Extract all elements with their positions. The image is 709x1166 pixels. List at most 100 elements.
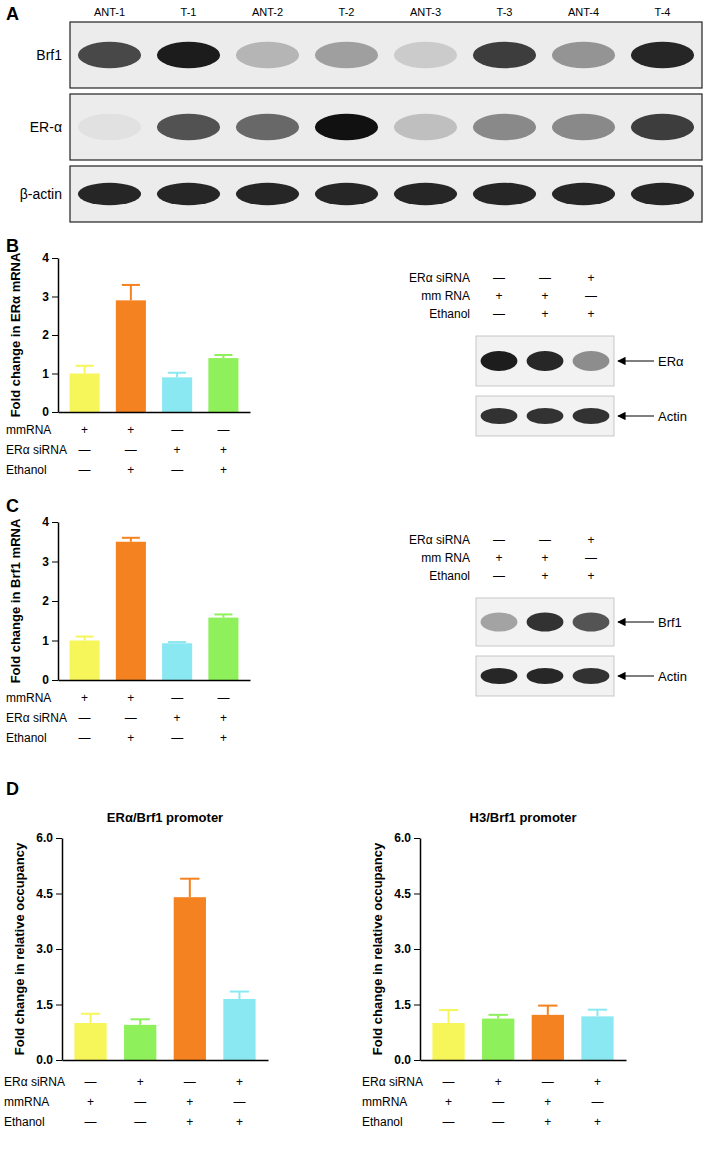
error-line — [84, 366, 86, 374]
blot-band — [473, 183, 536, 205]
blot-band — [394, 114, 457, 140]
condition-mark: + — [220, 443, 227, 457]
blot-band — [78, 114, 141, 140]
condition-label: ERα siRNA — [409, 533, 470, 547]
blot-band — [527, 351, 564, 371]
condition-mark: — — [85, 1075, 97, 1089]
y-tick-label: 1 — [42, 634, 49, 648]
bar — [174, 897, 206, 1060]
error-cap — [180, 878, 199, 880]
bar — [70, 641, 100, 681]
error-cap — [76, 365, 94, 367]
blot-band — [473, 114, 536, 140]
bar — [581, 1016, 613, 1060]
blot-band — [236, 183, 299, 205]
condition-label: mmRNA — [4, 1095, 49, 1109]
error-cap — [122, 284, 140, 286]
condition-mark: + — [127, 731, 134, 745]
error-bar — [180, 879, 199, 898]
condition-label: ERα siRNA — [409, 271, 470, 285]
condition-mark: + — [127, 423, 134, 437]
y-tick: 3.0 — [36, 942, 62, 956]
error-line — [448, 1010, 450, 1023]
y-tick-label: 0.0 — [394, 1053, 411, 1067]
arrow — [618, 675, 654, 676]
condition-mark: + — [587, 307, 594, 321]
condition-mark: + — [544, 1115, 551, 1129]
y-tick: 2 — [42, 328, 58, 342]
blot-band — [527, 408, 564, 424]
y-tick: 0 — [42, 405, 58, 419]
condition-mark: — — [125, 443, 137, 457]
error-cap — [214, 354, 232, 356]
plot-area — [74, 879, 255, 1060]
panel-label: D — [6, 779, 19, 799]
y-tick-label: 3 — [42, 555, 49, 569]
y-tick-mark — [52, 641, 58, 642]
condition-mark: — — [443, 1075, 455, 1089]
plot-area — [432, 1006, 613, 1060]
blot-band — [481, 408, 518, 424]
blot-frame — [70, 166, 702, 222]
condition-mark: — — [79, 731, 91, 745]
condition-mark: + — [594, 1115, 601, 1129]
y-tick: 4 — [42, 515, 58, 529]
condition-label: Ethanol — [6, 731, 47, 745]
condition-label: mmRNA — [6, 691, 51, 705]
row-label: ERα — [658, 354, 684, 369]
bar — [482, 1019, 514, 1060]
y-tick: 1.5 — [36, 998, 62, 1012]
error-line — [547, 1006, 549, 1015]
y-tick-label: 0.0 — [36, 1053, 53, 1067]
lane-label: ANT-1 — [94, 6, 125, 18]
y-tick-label: 6.0 — [36, 831, 53, 845]
y-tick-mark — [52, 601, 58, 602]
condition-mark: — — [542, 1075, 554, 1089]
chart-title: H3/Brf1 promoter — [470, 810, 577, 825]
condition-mark: — — [79, 463, 91, 477]
row-label: β-actin — [20, 186, 62, 202]
blot-band — [473, 42, 536, 68]
y-tick-mark — [56, 894, 62, 895]
error-cap — [489, 1014, 508, 1016]
error-bar — [439, 1010, 458, 1023]
error-cap — [76, 636, 94, 638]
blot-band — [157, 183, 220, 205]
error-bar — [76, 637, 94, 641]
condition-mark: + — [587, 271, 594, 285]
y-tick: 3 — [42, 290, 58, 304]
lane-label: ANT-4 — [568, 6, 599, 18]
condition-mark: + — [174, 443, 181, 457]
plot-area — [70, 285, 239, 412]
blot-band — [573, 351, 610, 371]
row-label: ER-α — [30, 119, 62, 135]
condition-mark: + — [544, 1095, 551, 1109]
arrow — [618, 415, 654, 416]
y-axis: 0.0 1.5 3.0 4.5 6.0 — [36, 831, 62, 1067]
condition-mark: — — [443, 1115, 455, 1129]
blot-band — [631, 42, 694, 68]
arrow — [618, 360, 654, 361]
blot-band — [78, 183, 141, 205]
error-bar — [489, 1015, 508, 1019]
blot-band — [481, 351, 518, 371]
panel-label: A — [6, 4, 19, 24]
blot-band — [394, 42, 457, 68]
condition-mark: — — [493, 533, 505, 547]
condition-mark: + — [127, 463, 134, 477]
blot-band — [236, 114, 299, 140]
condition-mark: — — [492, 1095, 504, 1109]
y-tick: 0.0 — [394, 1053, 420, 1067]
condition-mark: + — [174, 711, 181, 725]
y-axis-title: Fold change in relative occupancy — [12, 842, 27, 1055]
blot-frame — [476, 598, 614, 646]
condition-mark: — — [79, 443, 91, 457]
bar — [532, 1015, 564, 1060]
y-tick-label: 4.5 — [36, 887, 53, 901]
condition-mark: — — [585, 289, 597, 303]
blot-frame — [70, 94, 702, 160]
condition-mark: + — [127, 691, 134, 705]
bar — [208, 358, 238, 412]
condition-label: ERα siRNA — [6, 711, 67, 725]
error-bar — [131, 1019, 150, 1025]
